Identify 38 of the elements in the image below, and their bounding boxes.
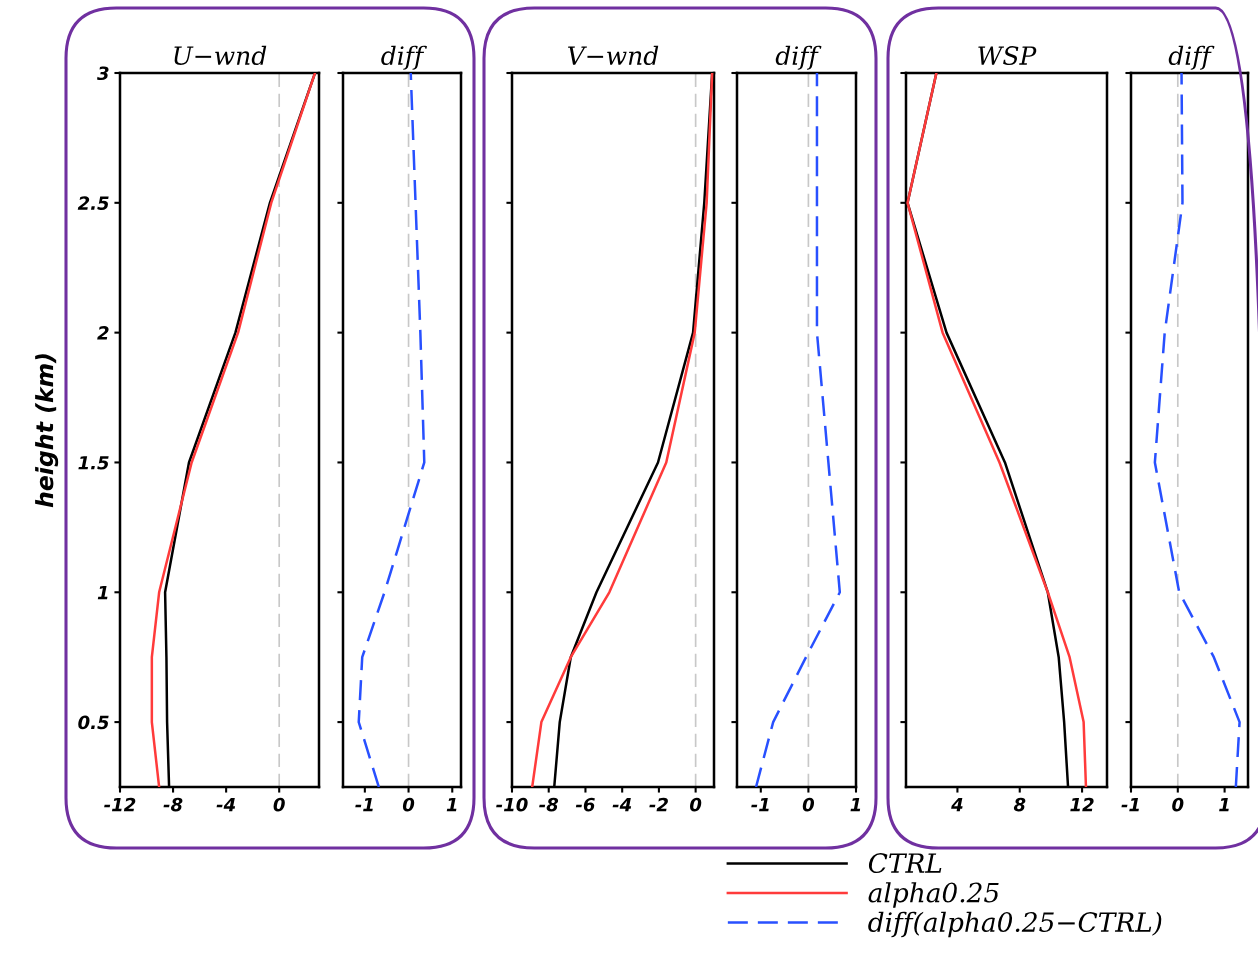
x-tick-label: 0 bbox=[273, 797, 285, 812]
x-tick-label: 1 bbox=[850, 797, 861, 812]
chart-title: V−wnd bbox=[568, 45, 659, 66]
chart-title: diff bbox=[775, 45, 822, 70]
x-tick-label: 4 bbox=[951, 797, 963, 812]
y-tick-label: 1.5 bbox=[78, 456, 109, 470]
y-tick-label: 1 bbox=[97, 585, 108, 600]
x-tick-label: 0 bbox=[802, 797, 815, 812]
x-tick-label: -1 bbox=[751, 797, 769, 812]
x-tick-label: 0 bbox=[690, 797, 702, 812]
x-tick-label: -4 bbox=[216, 797, 236, 812]
x-tick-label: 1 bbox=[446, 797, 457, 812]
x-tick-label: 1 bbox=[1219, 797, 1229, 812]
legend-label: diff(alpha0.25−CTRL) bbox=[868, 911, 1162, 938]
x-tick-label: -6 bbox=[575, 797, 595, 812]
x-tick-label: 12 bbox=[1070, 797, 1094, 812]
x-tick-label: 0 bbox=[1172, 797, 1184, 812]
x-tick-label: -1 bbox=[355, 797, 373, 812]
y-tick-label: 3 bbox=[97, 66, 109, 81]
chart-title: diff bbox=[1168, 45, 1215, 70]
x-tick-label: -8 bbox=[539, 797, 559, 812]
x-tick-label: 8 bbox=[1013, 797, 1026, 812]
chart-title: U−wnd bbox=[174, 45, 267, 66]
legend-label: alpha0.25 bbox=[868, 882, 999, 908]
x-tick-label: -12 bbox=[104, 797, 136, 812]
legend-label: CTRL bbox=[868, 853, 942, 874]
chart-title: WSP bbox=[978, 46, 1037, 66]
x-tick-label: -4 bbox=[612, 797, 632, 812]
y-tick-label: 2.5 bbox=[77, 196, 109, 210]
y-axis-title: height (km) bbox=[35, 354, 59, 508]
chart-title: diff bbox=[381, 45, 427, 70]
x-tick-label: -10 bbox=[496, 797, 528, 812]
y-tick-label: 0.5 bbox=[78, 715, 109, 730]
x-tick-label: -2 bbox=[649, 797, 668, 812]
x-tick-label: 0 bbox=[402, 797, 415, 812]
y-tick-label: 2 bbox=[97, 326, 109, 340]
x-tick-label: -1 bbox=[1121, 797, 1139, 812]
x-tick-label: -8 bbox=[163, 797, 183, 812]
